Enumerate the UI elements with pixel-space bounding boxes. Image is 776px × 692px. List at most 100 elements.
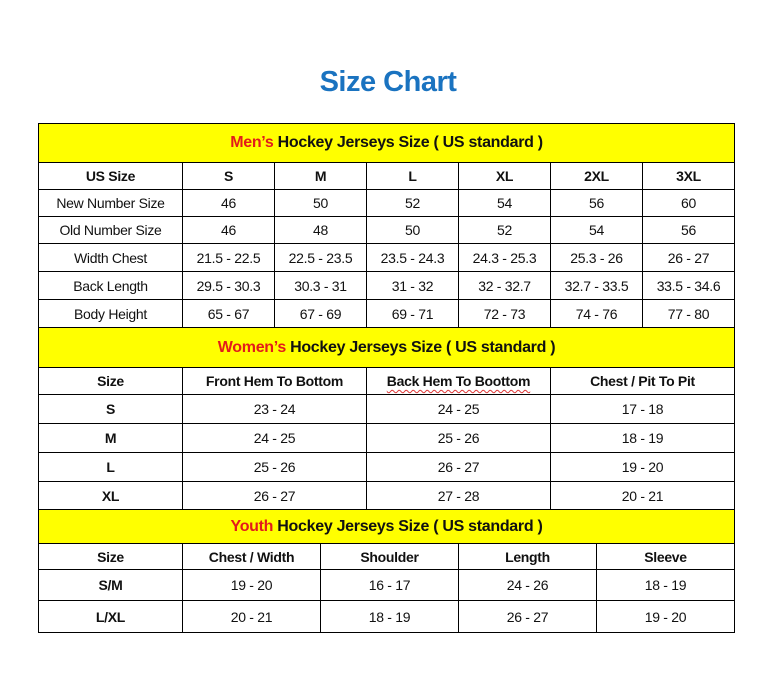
table-cell: 26 - 27	[458, 600, 597, 633]
row-label: Old Number Size	[38, 216, 183, 244]
column-header: Length	[458, 543, 597, 570]
table-cell: 26 - 27	[366, 452, 551, 482]
column-header-label: Sleeve	[644, 548, 687, 565]
column-header: Chest / Width	[182, 543, 321, 570]
column-header: Chest / Pit To Pit	[549, 367, 736, 395]
column-header: L	[366, 162, 459, 190]
table-cell: 31 - 32	[366, 271, 459, 300]
table-row: L 25 - 26 26 - 27 19 - 20	[38, 452, 736, 482]
column-header: Sleeve	[596, 543, 735, 570]
table-cell: 25 - 26	[182, 452, 367, 482]
table-cell: 72 - 73	[458, 299, 551, 328]
column-header-row: Size Chest / Width Shoulder Length Sleeve	[38, 543, 735, 570]
column-header-label: M	[314, 168, 327, 184]
table-cell: 46	[182, 216, 275, 244]
table-cell: 24 - 25	[182, 423, 367, 453]
row-label: New Number Size	[38, 189, 183, 217]
table-row: S/M 19 - 20 16 - 17 24 - 26 18 - 19	[38, 569, 735, 601]
table-cell: 60	[641, 189, 736, 217]
row-label: Width Chest	[38, 243, 183, 272]
column-header: Size	[38, 367, 183, 395]
header-category: Women’s	[217, 338, 286, 356]
table-cell: 52	[366, 189, 459, 217]
column-header-label: XL	[495, 168, 514, 184]
womens-size-table: Women’s Hockey Jerseys Size ( US standar…	[37, 327, 736, 510]
table-row: New Number Size 46 50 52 54 56 60	[38, 189, 736, 217]
table-cell: 26 - 27	[182, 481, 367, 510]
row-label: M	[38, 423, 183, 453]
table-cell: 24 - 26	[458, 569, 597, 601]
table-cell: 67 - 69	[274, 299, 367, 328]
row-label: Body Height	[38, 299, 183, 328]
table-cell: 32.7 - 33.5	[550, 271, 643, 300]
table-cell: 50	[366, 216, 459, 244]
men-table: Men’s Hockey Jerseys Size ( US standard …	[37, 123, 736, 328]
column-header: Shoulder	[320, 543, 459, 570]
row-label: Back Length	[38, 271, 183, 300]
mens-size-table: Men’s Hockey Jerseys Size ( US standard …	[37, 123, 736, 328]
youth-table: Youth Hockey Jerseys Size ( US standard …	[38, 509, 735, 633]
column-header-row: US Size S M L XL 2XL 3XL	[38, 162, 736, 190]
table-row: Old Number Size 46 48 50 52 54 56	[38, 216, 736, 244]
table-cell: 18 - 19	[549, 423, 736, 453]
table-cell: 65 - 67	[182, 299, 275, 328]
table-cell: 30.3 - 31	[274, 271, 367, 300]
table-cell: 25 - 26	[366, 423, 551, 453]
table-row: XL 26 - 27 27 - 28 20 - 21	[38, 481, 736, 510]
column-header: Front Hem To Bottom	[182, 367, 367, 395]
column-header-label: L	[408, 168, 417, 184]
table-cell: 16 - 17	[320, 569, 459, 601]
table-cell: 56	[641, 216, 736, 244]
column-header: 2XL	[550, 162, 643, 190]
table-cell: 46	[182, 189, 275, 217]
table-cell: 25.3 - 26	[550, 243, 643, 272]
column-header-label: 2XL	[584, 168, 609, 184]
column-header-label: Chest / Pit To Pit	[590, 373, 695, 389]
column-header-label: Chest / Width	[208, 548, 295, 565]
table-cell: 20 - 21	[182, 600, 321, 633]
table-row: M 24 - 25 25 - 26 18 - 19	[38, 423, 736, 453]
page-title: Size Chart	[319, 66, 457, 98]
table-cell: 50	[274, 189, 367, 217]
table-cell: 23.5 - 24.3	[366, 243, 459, 272]
column-header-label: US Size	[85, 168, 136, 184]
column-header: 3XL	[641, 162, 736, 190]
table-cell: 18 - 19	[596, 569, 735, 601]
table-cell: 74 - 76	[550, 299, 643, 328]
row-label: S	[38, 394, 183, 424]
row-label: S/M	[38, 569, 183, 601]
column-header: Size	[38, 543, 183, 570]
table-cell: 19 - 20	[182, 569, 321, 601]
table-cell: 54	[458, 189, 551, 217]
table-row: Body Height 65 - 67 67 - 69 69 - 71 72 - 73 7…	[38, 299, 736, 328]
row-label: XL	[38, 481, 183, 510]
youth-section-header: Youth Hockey Jerseys Size ( US standard …	[38, 509, 735, 544]
table-cell: 17 - 18	[549, 394, 736, 424]
column-header-label: Shoulder	[360, 548, 419, 565]
column-header-label: S	[223, 168, 234, 184]
column-header-label: 3XL	[676, 168, 701, 184]
table-cell: 29.5 - 30.3	[182, 271, 275, 300]
table-cell: 54	[550, 216, 643, 244]
header-text: Hockey Jerseys Size ( US standard )	[273, 134, 543, 151]
table-cell: 32 - 32.7	[458, 271, 551, 300]
women-table: Women’s Hockey Jerseys Size ( US standar…	[37, 327, 736, 510]
table-cell: 26 - 27	[641, 243, 736, 272]
table-cell: 69 - 71	[366, 299, 459, 328]
youth-size-table: Youth Hockey Jerseys Size ( US standard …	[38, 509, 735, 633]
row-label: L	[38, 452, 183, 482]
table-cell: 24.3 - 25.3	[458, 243, 551, 272]
column-header-label: Size	[97, 373, 124, 389]
table-cell: 24 - 25	[366, 394, 551, 424]
header-category: Men’s	[230, 134, 274, 151]
table-cell: 18 - 19	[320, 600, 459, 633]
women-section-header: Women’s Hockey Jerseys Size ( US standar…	[37, 327, 736, 368]
table-cell: 20 - 21	[549, 481, 736, 510]
table-row: Back Length 29.5 - 30.3 30.3 - 31 31 - 32 32…	[38, 271, 736, 300]
table-cell: 21.5 - 22.5	[182, 243, 275, 272]
table-cell: 77 - 80	[641, 299, 736, 328]
column-header: M	[274, 162, 367, 190]
table-cell: 19 - 20	[549, 452, 736, 482]
table-cell: 22.5 - 23.5	[274, 243, 367, 272]
column-header-label: Front Hem To Bottom	[205, 373, 344, 389]
